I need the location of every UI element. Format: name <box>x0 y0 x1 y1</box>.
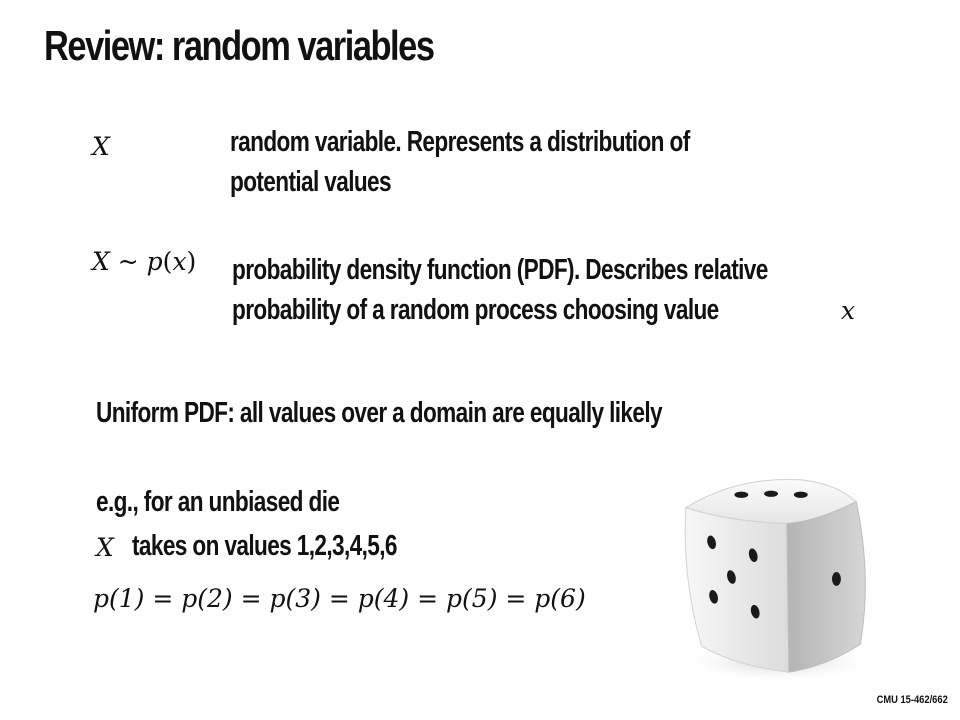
pdf-definition-line2: probability of a random process choosing… <box>232 294 719 326</box>
random-variable-definition-line2: potential values <box>230 166 392 198</box>
pdf-value-symbol: x <box>841 296 855 325</box>
pdf-symbol-open-paren: ( <box>162 247 173 276</box>
pdf-symbol-close-paren: ) <box>186 247 197 276</box>
die-illustration <box>679 478 879 683</box>
die-left-pips <box>707 535 760 619</box>
pdf-symbol-var: X <box>92 247 110 276</box>
example-variable-text: X <box>96 533 114 562</box>
pdf-symbol-argument: x <box>172 247 187 276</box>
pdf-symbol-function: p <box>146 247 163 276</box>
example-values: takes on values 1,2,3,4,5,6 <box>132 530 397 562</box>
uniform-die-equation: p(1) = p(2) = p(3) = p(4) = p(5) = p(6) <box>93 584 586 613</box>
random-variable-definition: random variable. Represents a distributi… <box>230 122 690 202</box>
pdf-symbol: X ~ p(x) <box>92 247 196 276</box>
pdf-value-symbol-text: x <box>841 296 856 325</box>
example-variable: X <box>96 533 114 562</box>
die-right-pips <box>831 572 841 586</box>
die-left-face <box>684 506 790 673</box>
pdf-definition-line1: probability density function (PDF). Desc… <box>232 254 768 286</box>
course-footer: CMU 15-462/662 <box>876 694 948 706</box>
random-variable-symbol: X <box>92 132 110 161</box>
random-variable-symbol-text: X <box>92 132 110 161</box>
die-right-face <box>786 500 866 673</box>
pdf-definition: probability density function (PDF). Desc… <box>232 250 768 330</box>
random-variable-definition-line1: random variable. Represents a distributi… <box>230 126 690 158</box>
die-top-pips <box>734 490 808 498</box>
example-intro: e.g., for an unbiased die <box>96 486 340 518</box>
uniform-pdf-statement: Uniform PDF: all values over a domain ar… <box>96 397 663 429</box>
slide-title: Review: random variables <box>44 22 435 69</box>
pdf-symbol-relation: ~ <box>109 247 147 276</box>
